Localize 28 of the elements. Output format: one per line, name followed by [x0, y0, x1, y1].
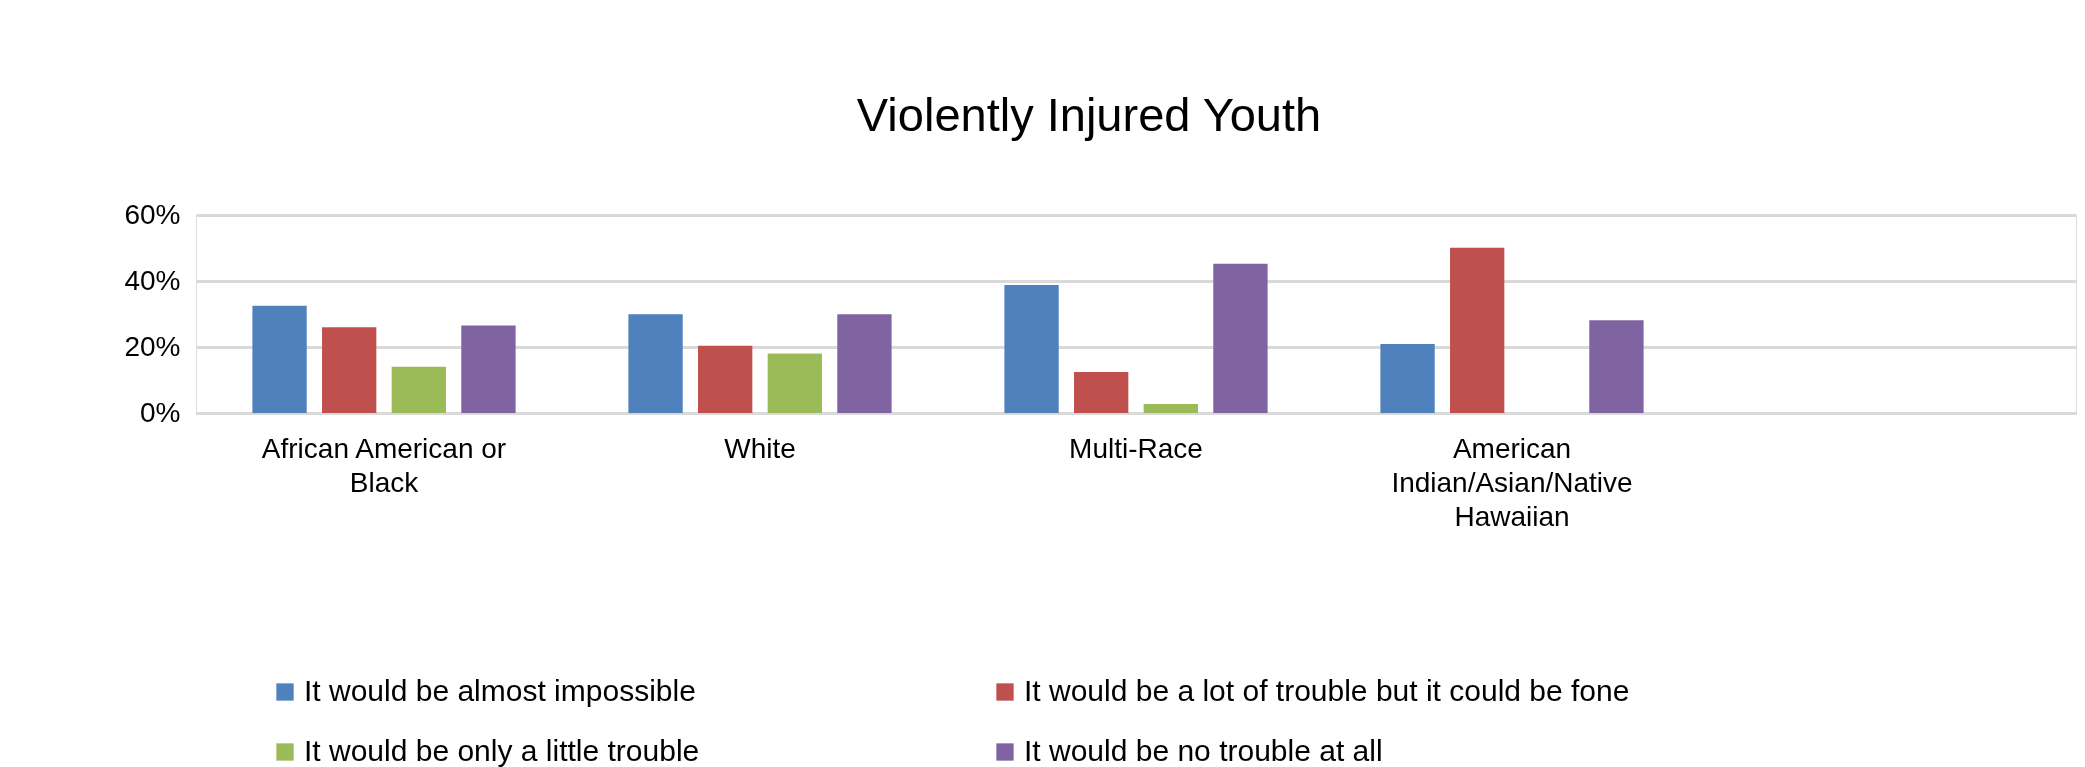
- x-tick-label: African American or Black: [261, 432, 507, 498]
- legend-label: It would be only a little trouble: [304, 734, 700, 767]
- bar: [1380, 344, 1435, 413]
- chart-title: Violently Injured Youth: [856, 88, 1322, 141]
- x-tick-label: White: [724, 432, 796, 464]
- bar: [1450, 247, 1505, 413]
- bar: [698, 345, 753, 413]
- legend-label: It would be no trouble at all: [1024, 734, 1383, 767]
- legend-label: It would be almost impossible: [304, 674, 696, 707]
- x-tick-label: American Indian/Asian/Native Hawaiian: [1391, 432, 1633, 532]
- bar: [391, 366, 446, 413]
- y-tick-label: 20%: [124, 330, 181, 362]
- bar: [1074, 372, 1129, 413]
- bar: [1004, 284, 1059, 413]
- legend-label: It would be a lot of trouble but it could be fone: [1024, 674, 1630, 707]
- x-tick-label: Multi-Race: [1069, 432, 1203, 464]
- bar: [461, 325, 516, 413]
- bar: [252, 305, 307, 413]
- bar: [837, 314, 892, 413]
- bar: [1213, 263, 1268, 413]
- bar: [767, 353, 822, 413]
- bar: [322, 327, 377, 413]
- y-tick-label: 60%: [124, 198, 181, 230]
- bar: [628, 314, 683, 413]
- y-tick-label: 0%: [140, 396, 181, 428]
- bar: [1589, 320, 1644, 413]
- bar: [1143, 404, 1198, 413]
- y-tick-label: 40%: [124, 264, 181, 296]
